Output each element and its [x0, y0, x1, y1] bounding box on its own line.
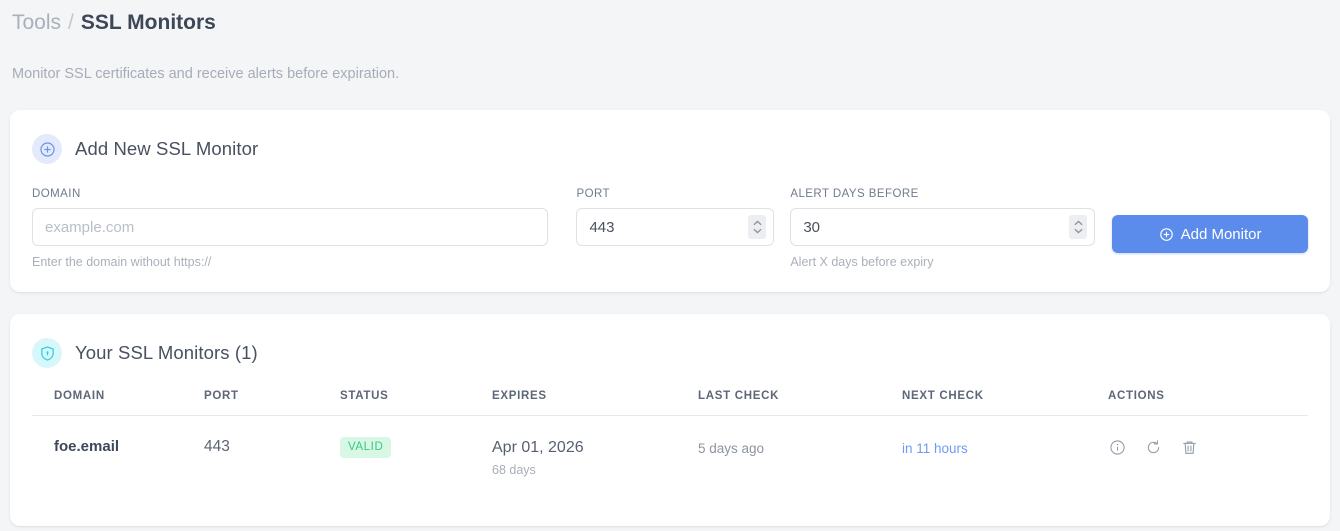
- page-title: SSL Monitors: [80, 11, 216, 34]
- chevron-up-icon: [1074, 220, 1083, 226]
- expires-days: 68 days: [492, 463, 536, 477]
- cell-last-check: 5 days ago: [698, 416, 902, 478]
- domain-input[interactable]: [32, 208, 549, 246]
- alert-days-input[interactable]: [790, 208, 1096, 246]
- cell-domain: foe.email: [32, 416, 204, 478]
- cell-actions: [1108, 416, 1308, 478]
- column-header-domain: DOMAIN: [32, 390, 204, 416]
- table-header-row: DOMAIN PORT STATUS EXPIRES LAST CHECK NE…: [32, 390, 1308, 416]
- info-button[interactable]: [1108, 438, 1126, 456]
- column-header-last-check: LAST CHECK: [698, 390, 902, 416]
- breadcrumb: Tools / SSL Monitors: [10, 0, 1330, 38]
- last-check-value: 5 days ago: [698, 441, 765, 456]
- delete-button[interactable]: [1180, 438, 1198, 456]
- port-stepper[interactable]: [748, 215, 767, 239]
- column-header-port: PORT: [204, 390, 340, 416]
- add-monitor-card: Add New SSL Monitor DOMAIN Enter the dom…: [10, 110, 1330, 292]
- refresh-button[interactable]: [1144, 438, 1162, 456]
- port-input[interactable]: [576, 208, 775, 246]
- chevron-down-icon: [753, 228, 762, 234]
- add-monitor-form: DOMAIN Enter the domain without https://…: [32, 188, 1308, 270]
- table-row[interactable]: foe.email 443 VALID Apr 01, 2026 68 days…: [32, 416, 1308, 478]
- monitors-list-title: Your SSL Monitors (1): [75, 342, 258, 363]
- column-header-expires: EXPIRES: [492, 390, 698, 416]
- status-badge: VALID: [340, 437, 392, 458]
- cell-expires: Apr 01, 2026 68 days: [492, 416, 698, 477]
- monitor-domain: foe.email: [54, 438, 120, 455]
- refresh-icon: [1147, 439, 1159, 453]
- monitors-table: DOMAIN PORT STATUS EXPIRES LAST CHECK NE…: [32, 390, 1308, 477]
- add-monitor-title: Add New SSL Monitor: [75, 138, 259, 159]
- alert-days-hint: Alert X days before expiry: [790, 255, 934, 269]
- cell-next-check: in 11 hours: [902, 416, 1108, 478]
- row-actions: [1108, 438, 1308, 456]
- monitors-list-card: Your SSL Monitors (1) DOMAIN PORT STATUS…: [10, 314, 1330, 526]
- cell-port: 443: [204, 416, 340, 478]
- domain-label: DOMAIN: [32, 188, 81, 200]
- monitors-list-header: Your SSL Monitors (1): [32, 336, 1308, 370]
- cell-status: VALID: [340, 416, 492, 478]
- column-header-actions: ACTIONS: [1108, 390, 1308, 416]
- trash-icon: [1182, 441, 1196, 454]
- chevron-up-icon: [753, 220, 762, 226]
- alert-days-label: ALERT DAYS BEFORE: [790, 188, 919, 200]
- expires-date: Apr 01, 2026: [492, 439, 584, 456]
- add-monitor-button[interactable]: Add Monitor: [1112, 215, 1308, 253]
- column-header-next-check: NEXT CHECK: [902, 390, 1108, 416]
- port-field-group: PORT: [576, 188, 775, 246]
- plus-circle-icon: [32, 134, 62, 164]
- shield-icon: [32, 338, 62, 368]
- monitor-port: 443: [204, 438, 230, 455]
- plus-circle-icon: [1159, 227, 1173, 241]
- breadcrumb-parent[interactable]: Tools: [12, 11, 62, 34]
- add-monitor-card-header: Add New SSL Monitor: [32, 132, 1308, 166]
- info-icon: [1109, 439, 1125, 455]
- next-check-value: in 11 hours: [902, 441, 968, 456]
- alert-days-field-group: ALERT DAYS BEFORE Alert X days before ex…: [790, 188, 1096, 270]
- breadcrumb-separator: /: [68, 11, 74, 34]
- page-subtitle: Monitor SSL certificates and receive ale…: [12, 66, 400, 82]
- port-label: PORT: [576, 188, 611, 200]
- column-header-status: STATUS: [340, 390, 492, 416]
- chevron-down-icon: [1074, 228, 1083, 234]
- add-monitor-button-label: Add Monitor: [1180, 225, 1262, 243]
- domain-field-group: DOMAIN Enter the domain without https://: [32, 188, 549, 270]
- domain-hint: Enter the domain without https://: [32, 255, 212, 269]
- alert-days-stepper[interactable]: [1069, 215, 1088, 239]
